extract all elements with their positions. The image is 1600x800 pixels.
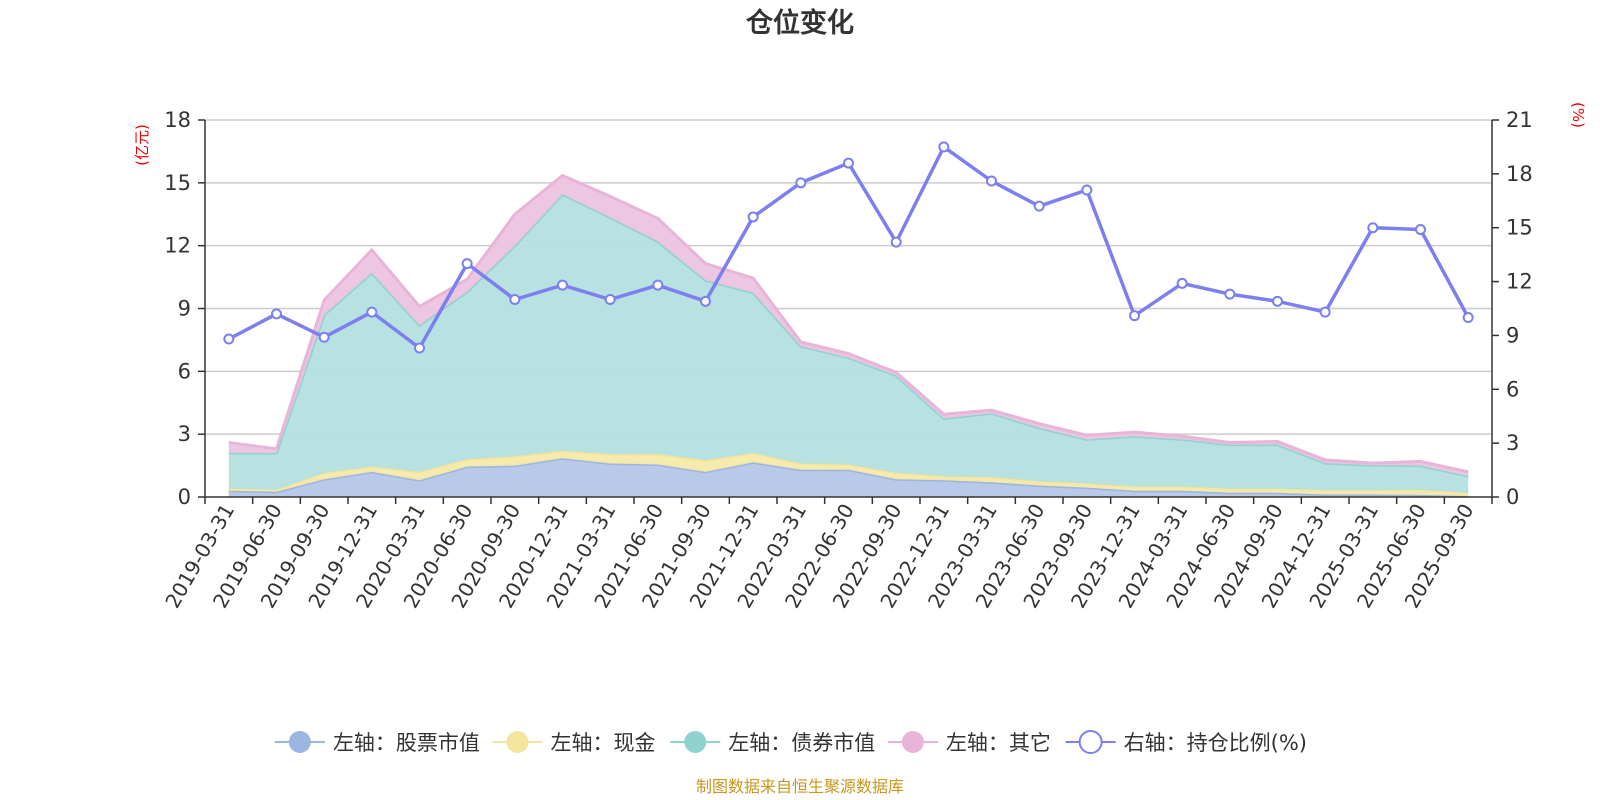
legend-marker-icon [506,731,529,753]
legend-marker-icon [901,731,924,753]
legend-label: 左轴：其它 [946,731,1051,755]
legend-marker-icon [684,731,707,753]
holding-ratio-point [843,157,854,169]
data-source-note: 制图数据来自恒生聚源数据库 [696,777,904,796]
holding-ratio-point [1081,184,1093,196]
holding-ratio-point [557,279,568,291]
holding-ratio-point [1033,200,1045,212]
legend-marker-icon [288,731,311,753]
left-axis-unit: (亿元) [133,124,151,166]
holding-ratio-point [271,308,282,320]
chart-title: 仓位变化 [745,7,854,39]
holding-ratio-point [604,294,616,306]
legend-marker-icon [1078,730,1103,754]
left-axis-tick-label: 9 [178,297,191,321]
right-axis-tick-label: 21 [1506,108,1533,132]
holding-ratio-point [318,331,330,343]
legend-label: 左轴：股票市值 [333,731,480,755]
left-axis-tick-label: 12 [164,234,191,258]
holding-ratio-point [1272,295,1283,307]
holding-ratio-point [223,333,235,345]
legend-item: 左轴：其它 [887,731,1051,755]
left-axis-tick-label: 0 [178,485,191,509]
left-axis-tick-label: 6 [178,359,191,383]
left-axis-tick-label: 15 [164,171,191,195]
area-edge-4 [228,173,1469,474]
right-axis-tick-label: 0 [1506,485,1519,509]
holding-ratio-point [1462,311,1474,323]
right-axis-tick-label: 12 [1506,270,1533,294]
legend-label: 右轴：持仓比例(%) [1124,731,1307,755]
area-1 [228,458,1469,497]
holding-ratio-point [938,141,950,153]
holding-ratio-point [1176,277,1188,289]
holding-ratio-point [414,342,425,354]
legend-item: 左轴：股票市值 [274,731,480,755]
holding-ratio-point [1319,306,1331,318]
right-axis-tick-label: 18 [1506,162,1533,186]
left-axis-tick-label: 18 [164,108,191,132]
holding-ratio-point [986,175,997,187]
holding-ratio-point [366,306,378,318]
legend: 左轴：股票市值 左轴：现金 左轴：债券市值 左轴：其它 右轴：持仓比例(%) [274,730,1307,755]
holding-ratio-point [700,295,711,307]
legend-item: 右轴：持仓比例(%) [1065,730,1307,755]
legend-item: 左轴：债券市值 [670,731,875,755]
legend-label: 左轴：现金 [551,731,656,755]
holding-ratio-point [461,258,473,270]
holding-ratio-point [890,236,902,248]
area-3 [228,194,1469,493]
holding-ratio-point [1367,222,1379,234]
right-axis-unit: (%) [1569,102,1587,128]
holding-ratio-point [1129,310,1140,322]
left-axis-tick-label: 3 [178,422,191,446]
holding-ratio-point [509,294,521,306]
holding-ratio-point [747,211,759,223]
holding-ratio-point [1415,224,1426,236]
legend-item: 左轴：现金 [492,731,656,755]
right-axis-tick-label: 6 [1506,377,1519,401]
right-axis-tick-label: 3 [1506,431,1519,455]
legend-label: 左轴：债券市值 [728,731,875,755]
holding-ratio-point [652,279,664,291]
right-axis-tick-label: 9 [1506,323,1519,347]
holding-ratio-point [795,177,807,189]
right-axis-tick-label: 15 [1506,216,1533,240]
stacked-areas [228,173,1469,498]
holding-ratio-line-series [223,141,1474,354]
holding-ratio-point [1224,288,1236,300]
